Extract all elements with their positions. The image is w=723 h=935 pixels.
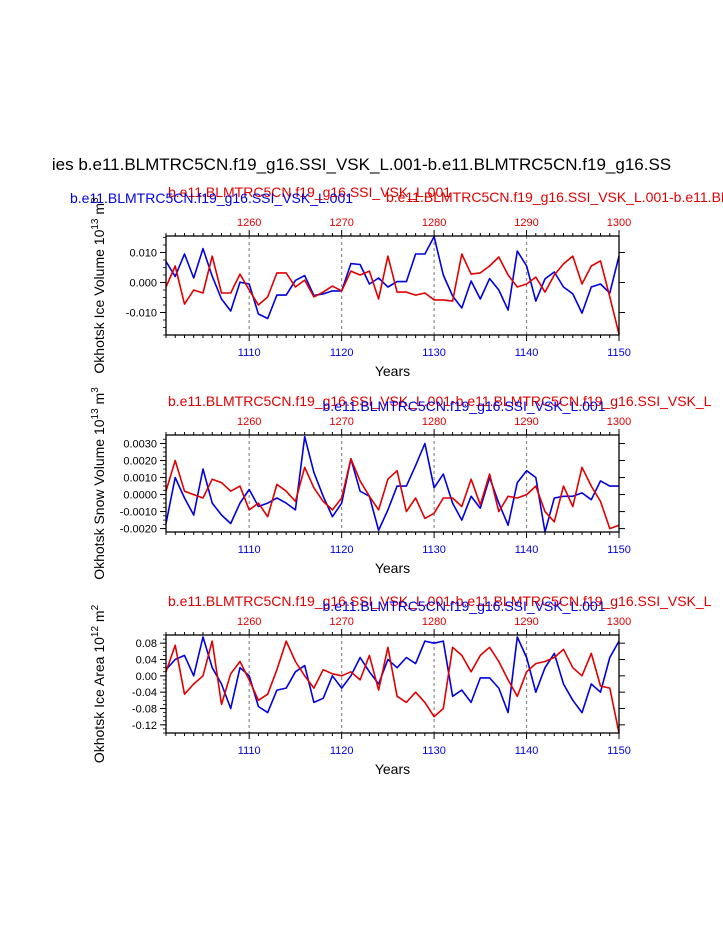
series-title-red: b.e11.BLMTRC5CN.f19_g16.SSI_VSK_L.001	[168, 184, 451, 200]
y-tick-label: -0.0020	[120, 524, 157, 536]
y-axis-label: Okhotsk Snow Volume 1013 m3	[90, 387, 107, 580]
y-tick-label: -0.0010	[120, 507, 157, 519]
y-axis-label-exponent: 13	[90, 408, 101, 420]
x-tick-label: 1140	[515, 745, 539, 757]
x-top-tick-label: 1260	[237, 416, 261, 428]
y-axis-label-exponent: 12	[90, 626, 101, 638]
ice-volume-chart: 1110 1120 1130 1140 1150 1260 1270 1280 1290 1300…	[70, 184, 723, 379]
y-tick-label: 0.00	[136, 671, 157, 683]
snow-volume-chart: 1110 1120 1130 1140 1150 1260 1270 1280 1290 1300…	[90, 387, 712, 580]
y-tick-label: 0.010	[129, 248, 157, 260]
y-axis-label-unit: m	[91, 610, 107, 626]
x-tick-label: 1130	[422, 347, 446, 359]
x-tick-label: 1140	[515, 544, 539, 556]
y-axis-label-unit-exponent: 3	[90, 197, 101, 203]
x-tick-label: 1110	[238, 347, 261, 359]
series-title-blue: b.e11.BLMTRC5CN.f19_g16.SSI_VSK_L.001	[322, 398, 605, 414]
x-top-tick-label: 1270	[329, 217, 353, 229]
x-tick-label: 1130	[422, 745, 446, 757]
series-title-red: b.e11.BLMTRC5CN.f19_g16.SSI_VSK_L.001-b.…	[168, 393, 712, 409]
x-tick-label: 1120	[330, 745, 354, 757]
plot-frame	[165, 235, 620, 336]
y-axis-label-unit: m	[91, 393, 107, 409]
series-line-blue	[165, 636, 620, 714]
series-title-blue: b.e11.BLMTRC5CN.f19_g16.SSI_VSK_L.001	[70, 190, 353, 206]
x-top-tick-label: 1280	[422, 217, 446, 229]
plot-frame	[165, 434, 620, 533]
x-top-tick-label: 1280	[422, 416, 446, 428]
y-axis-label-exponent: 13	[90, 218, 101, 230]
y-tick-label: 0.08	[136, 638, 157, 650]
x-tick-label: 1110	[238, 745, 261, 757]
x-axis-label: Years	[375, 761, 410, 777]
y-tick-label: 0.0020	[123, 456, 157, 468]
y-axis-label-text: Okhotsk Snow Volume 10	[91, 419, 107, 580]
x-tick-label: 1120	[330, 347, 354, 359]
x-top-tick-label: 1290	[514, 616, 538, 628]
x-tick-label: 1140	[515, 347, 539, 359]
y-tick-label: -0.010	[126, 308, 157, 320]
y-axis-label-unit-exponent: 2	[90, 604, 101, 610]
ice-area-chart: 1110 1120 1130 1140 1150 1260 1270 1280 1290 1300…	[90, 593, 712, 777]
x-top-tick-label: 1270	[329, 416, 353, 428]
series-title-blue: b.e11.BLMTRC5CN.f19_g16.SSI_VSK_L.001	[322, 598, 605, 614]
y-axis-label-text: Okhotsk Ice Volume 10	[91, 229, 107, 373]
y-tick-label: 0.000	[129, 278, 157, 290]
x-axis-label: Years	[375, 560, 410, 576]
y-tick-label: 0.0030	[123, 439, 157, 451]
series-line-red	[165, 253, 620, 335]
y-tick-label: 0.04	[136, 655, 157, 667]
x-top-tick-label: 1260	[237, 217, 261, 229]
y-tick-label: -0.12	[132, 720, 157, 732]
series-line-red	[165, 458, 620, 530]
x-top-tick-label: 1300	[607, 217, 631, 229]
x-top-tick-label: 1270	[329, 616, 353, 628]
series-line-blue	[165, 435, 619, 533]
x-tick-label: 1150	[607, 544, 631, 556]
y-axis-label-unit: m	[91, 203, 107, 219]
x-top-tick-label: 1300	[607, 416, 631, 428]
x-top-tick-label: 1290	[514, 217, 538, 229]
y-tick-label: -0.04	[132, 687, 157, 699]
x-top-tick-label: 1290	[514, 416, 538, 428]
y-axis-label-unit-exponent: 3	[90, 387, 101, 393]
y-tick-label: 0.0000	[123, 490, 157, 502]
series-line-red	[165, 640, 620, 734]
plot-frame	[165, 634, 620, 734]
y-tick-label: 0.0010	[123, 473, 157, 485]
main-title: ies b.e11.BLMTRC5CN.f19_g16.SSI_VSK_L.00…	[51, 155, 672, 174]
x-tick-label: 1150	[607, 347, 631, 359]
y-axis-label-text: Okhotsk Ice Area 10	[91, 637, 107, 763]
x-tick-label: 1130	[422, 544, 446, 556]
series-title-red: b.e11.BLMTRC5CN.f19_g16.SSI_VSK_L.001-b.…	[386, 189, 723, 205]
y-tick-label: -0.08	[132, 704, 157, 716]
y-axis-label: Okhotsk Ice Volume 1013 m3	[90, 197, 107, 374]
x-tick-label: 1110	[238, 544, 261, 556]
x-tick-label: 1120	[330, 544, 354, 556]
series-title-red: b.e11.BLMTRC5CN.f19_g16.SSI_VSK_L.001-b.…	[168, 593, 712, 609]
x-top-tick-label: 1260	[237, 616, 261, 628]
x-top-tick-label: 1300	[607, 616, 631, 628]
x-top-tick-label: 1280	[422, 616, 446, 628]
x-tick-label: 1150	[607, 745, 631, 757]
y-axis-label: Okhotsk Ice Area 1012 m2	[90, 604, 107, 763]
x-axis-label: Years	[375, 363, 410, 379]
series-line-blue	[165, 235, 620, 320]
